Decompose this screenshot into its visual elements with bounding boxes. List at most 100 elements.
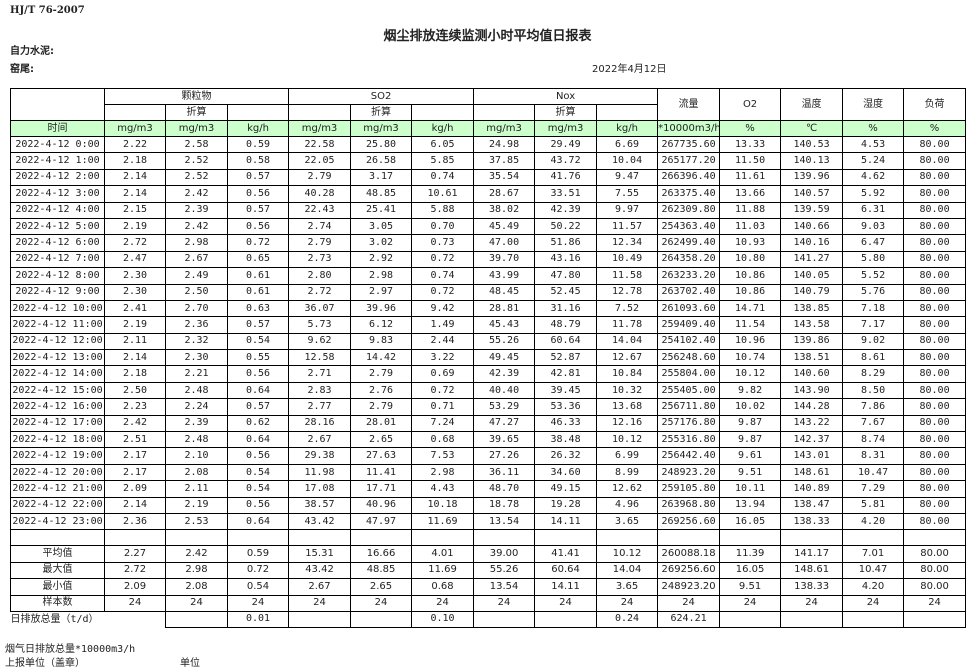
blank-cell	[842, 529, 905, 547]
table-row: 2022-4-12 14:00 2.18 2.21 0.56 2.71 2.79 0.69 4…	[10, 365, 967, 383]
table-cell: 2.36	[165, 316, 228, 334]
table-cell: 263233.20	[657, 267, 721, 285]
table-cell: 47.00	[473, 234, 536, 252]
table-cell: 0.62	[226, 414, 290, 433]
table-cell: 0.54	[226, 463, 290, 482]
table-row: 2022-4-12 2:00 2.14 2.52 0.57 2.79 3.17 0.74 35…	[10, 168, 967, 187]
group-header-so2: SO2	[288, 88, 475, 105]
standard-code: HJ/T 76-2007	[10, 5, 85, 16]
table-cell: 259409.40	[657, 316, 721, 334]
table-cell: 264358.20	[657, 250, 721, 269]
blank-cell	[104, 104, 166, 121]
table-cell: 52.45	[534, 283, 598, 301]
table-cell: 2.83	[288, 381, 352, 400]
table-cell: 80.00	[903, 381, 967, 400]
table-cell: 80.00	[903, 267, 967, 285]
blank-cell	[350, 529, 413, 547]
table-cell: 2.21	[165, 365, 228, 383]
table-cell: 0.57	[226, 316, 290, 334]
row-label: 2022-4-12 9:00	[10, 283, 105, 301]
table-cell: 42.39	[534, 201, 598, 219]
table-cell: 10.96	[719, 332, 782, 351]
table-cell: 5.52	[842, 267, 905, 285]
table-cell: 4.53	[842, 135, 905, 154]
blank-cell	[596, 104, 659, 121]
table-row: 2022-4-12 7:00 2.47 2.67 0.65 2.73 2.92 0.72 39…	[10, 250, 967, 269]
table-cell: 6.47	[842, 234, 905, 252]
table-cell: 2.73	[288, 250, 352, 269]
table-cell: 42.39	[473, 365, 536, 383]
table-cell: 16.05	[719, 561, 782, 580]
blank-cell	[165, 529, 228, 547]
table-cell: 262499.40	[657, 234, 721, 252]
table-cell: 80.00	[903, 398, 967, 416]
table-cell: 28.67	[473, 185, 536, 203]
table-cell: 13.54	[473, 512, 536, 531]
reporting-unit-label: 上报单位（盖章）	[5, 658, 85, 669]
table-row: 2022-4-12 16:00 2.23 2.24 0.57 2.77 2.79 0.71 5…	[10, 398, 967, 416]
table-row: 2022-4-12 18:00 2.51 2.48 0.64 2.67 2.65 0.68 3…	[10, 431, 967, 449]
table-cell: 80.00	[903, 250, 967, 269]
table-cell: 12.16	[596, 414, 659, 433]
table-cell: 0.56	[226, 217, 290, 236]
table-cell: 12.34	[596, 234, 659, 252]
table-cell: 11.39	[719, 545, 782, 563]
table-cell: 0.64	[226, 431, 290, 449]
table-cell: 8.29	[842, 365, 905, 383]
table-cell: 10.11	[719, 480, 782, 498]
table-cell: 28.16	[288, 414, 352, 433]
table-cell: 25.80	[350, 135, 413, 154]
row-label: 2022-4-12 23:00	[10, 512, 105, 531]
table-cell: 12.78	[596, 283, 659, 301]
table-cell: 2.39	[165, 414, 228, 433]
table-cell: 39.96	[350, 299, 413, 318]
table-cell: 24	[165, 594, 228, 612]
table-cell: 3.05	[350, 217, 413, 236]
table-cell: 43.16	[534, 250, 598, 269]
table-cell: 41.41	[534, 545, 598, 563]
table-cell: 48.85	[350, 185, 413, 203]
table-cell: 266396.40	[657, 168, 721, 187]
table-cell: 10.80	[719, 250, 782, 269]
table-cell: 80.00	[903, 234, 967, 252]
table-cell: 5.76	[842, 283, 905, 301]
table-cell: 49.15	[534, 480, 598, 498]
blank-cell	[226, 529, 290, 547]
blank-cell	[719, 529, 782, 547]
table-cell: 0.55	[226, 349, 290, 367]
table-cell: 2.09	[104, 578, 166, 596]
table-cell: 11.57	[596, 217, 659, 236]
table-cell: 80.00	[903, 512, 967, 531]
daily-total-row: 日排放总量（t/d） 0.01 0.10 0.24 624.21	[10, 610, 967, 628]
table-cell: mg/m3	[288, 120, 352, 137]
table-cell: 143.01	[780, 447, 844, 465]
table-cell: 143.22	[780, 414, 844, 433]
table-cell: 2.27	[104, 545, 166, 563]
table-cell: 38.48	[534, 431, 598, 449]
table-cell: 2.23	[104, 398, 166, 416]
table-cell: 0.70	[411, 217, 475, 236]
table-cell: 138.33	[780, 512, 844, 531]
table-cell: 7.67	[842, 414, 905, 433]
table-cell: 2.19	[104, 217, 166, 236]
table-cell: 2.15	[104, 201, 166, 219]
blank-cell	[473, 529, 536, 547]
table-cell: 0.73	[411, 234, 475, 252]
table-cell: 13.66	[719, 185, 782, 203]
table-cell: 2.24	[165, 398, 228, 416]
table-cell: 39.45	[534, 381, 598, 400]
row-label: 2022-4-12 19:00	[10, 447, 105, 465]
table-row: 2022-4-12 19:00 2.17 2.10 0.56 29.38 27.63 7.5…	[10, 447, 967, 465]
table-cell: 2.98	[411, 463, 475, 482]
table-cell: 31.16	[534, 299, 598, 318]
daily-total-cell: 0.24	[596, 610, 659, 628]
table-cell: 0.72	[411, 250, 475, 269]
table-cell: 8.74	[842, 431, 905, 449]
table-cell: 2.18	[104, 365, 166, 383]
table-cell: 80.00	[903, 447, 967, 465]
table-cell: 43.99	[473, 267, 536, 285]
table-cell: 8.99	[596, 463, 659, 482]
table-cell: 2.19	[165, 496, 228, 514]
table-cell: 24	[411, 594, 475, 612]
blank-cell	[104, 529, 166, 547]
